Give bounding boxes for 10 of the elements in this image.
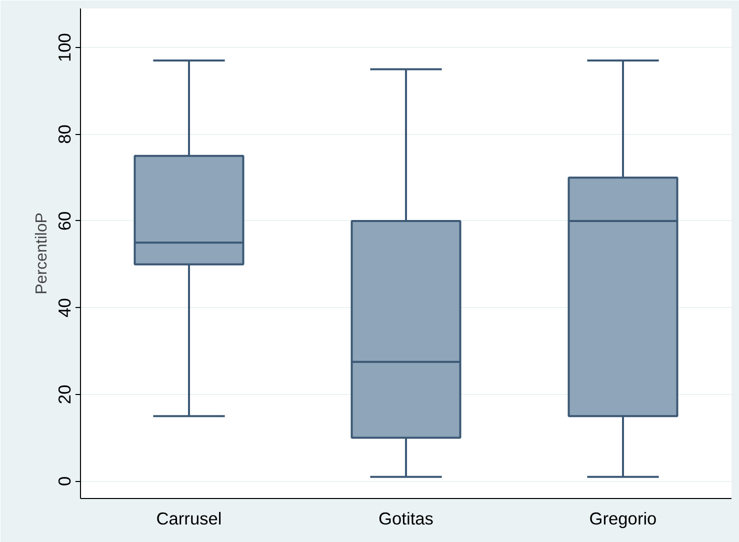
y-tick-label: 100 <box>54 33 74 62</box>
x-tick-label: Gregorio <box>589 508 657 528</box>
y-tick-label: 80 <box>54 124 74 144</box>
x-tick-label: Carrusel <box>156 508 222 528</box>
y-tick-label: 60 <box>54 211 74 231</box>
y-tick-label: 0 <box>54 476 74 486</box>
y-axis-title: PercentiloP <box>34 212 50 294</box>
y-tick-label: 40 <box>54 298 74 318</box>
y-tick-label: 20 <box>54 384 74 404</box>
x-tick-label: Gotitas <box>378 508 434 528</box>
